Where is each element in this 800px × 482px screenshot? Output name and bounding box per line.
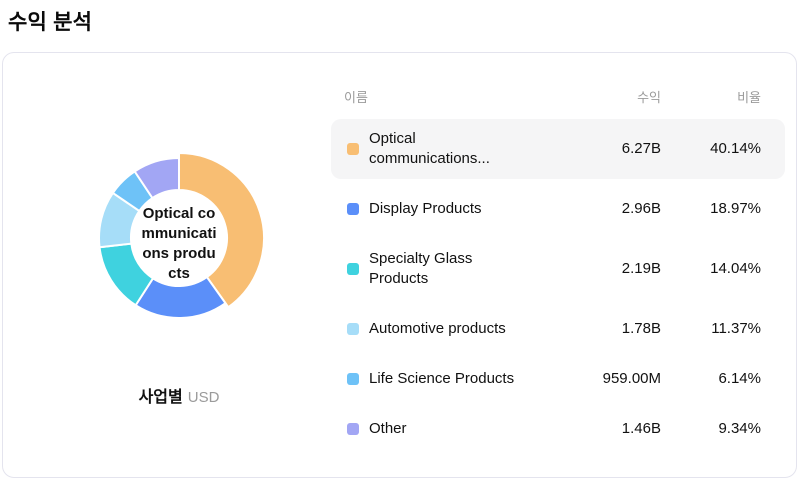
chart-caption: 사업별 USD [3, 383, 355, 407]
series-revenue: 6.27B [621, 140, 661, 157]
revenue-analysis-card: Optical co mmunicati ons produ cts 사업별 US… [2, 52, 797, 478]
series-revenue: 2.96B [621, 200, 661, 217]
table-row[interactable]: Other 1.46B 9.34% [331, 409, 785, 449]
series-revenue: 959.00M [602, 370, 661, 387]
series-name: Optical communications... [369, 130, 490, 167]
table-row[interactable]: Life Science Products 959.00M 6.14% [331, 359, 785, 399]
donut-segment[interactable] [133, 156, 180, 200]
series-color-swatch [347, 263, 359, 275]
series-color-swatch [347, 203, 359, 215]
series-color-swatch [347, 143, 359, 155]
series-color-swatch [347, 423, 359, 435]
series-color-swatch [347, 373, 359, 385]
series-color-swatch [347, 323, 359, 335]
col-header-name: 이름 [344, 89, 368, 105]
series-ratio: 14.04% [710, 260, 761, 277]
series-ratio: 40.14% [710, 140, 761, 157]
series-ratio: 9.34% [718, 420, 761, 437]
series-name: Other [369, 420, 407, 437]
series-name: Life Science Products [369, 370, 515, 387]
series-name: Specialty Glass Products [369, 250, 473, 287]
table-row[interactable]: Automotive products 1.78B 11.37% [331, 309, 785, 349]
table-body: Optical communications... 6.27B 40.14% D… [331, 119, 785, 449]
series-name-cell: Display Products [347, 199, 546, 219]
series-name-cell: Other [347, 419, 546, 439]
series-name: Display Products [369, 200, 482, 217]
col-header-revenue: 수익 [637, 89, 661, 105]
series-ratio: 11.37% [711, 320, 761, 337]
page-title: 수익 분석 [8, 11, 93, 34]
series-name-cell: Life Science Products [347, 369, 546, 389]
table-row[interactable]: Specialty Glass Products 2.19B 14.04% [331, 239, 785, 299]
series-name-cell: Automotive products [347, 319, 546, 339]
donut-chart-panel: Optical co mmunicati ons produ cts 사업별 US… [3, 53, 355, 477]
series-revenue: 1.78B [621, 320, 661, 337]
donut-chart[interactable] [89, 148, 269, 328]
series-name: Automotive products [369, 320, 506, 337]
series-name-cell: Specialty Glass Products [347, 249, 546, 289]
table-row[interactable]: Display Products 2.96B 18.97% [331, 189, 785, 229]
chart-caption-unit: USD [187, 389, 220, 406]
chart-caption-label: 사업별 [138, 389, 183, 406]
series-ratio: 18.97% [710, 200, 761, 217]
donut-segment[interactable] [178, 151, 265, 309]
table-header-row: 이름 수익 비율 [331, 86, 785, 106]
series-ratio: 6.14% [718, 370, 761, 387]
table-row[interactable]: Optical communications... 6.27B 40.14% [331, 119, 785, 179]
series-revenue: 1.46B [621, 420, 661, 437]
series-revenue: 2.19B [621, 260, 661, 277]
col-header-ratio: 비율 [737, 89, 761, 105]
series-name-cell: Optical communications... [347, 129, 546, 169]
segments-table: 이름 수익 비율 Optical communications... 6.27B… [331, 86, 785, 449]
